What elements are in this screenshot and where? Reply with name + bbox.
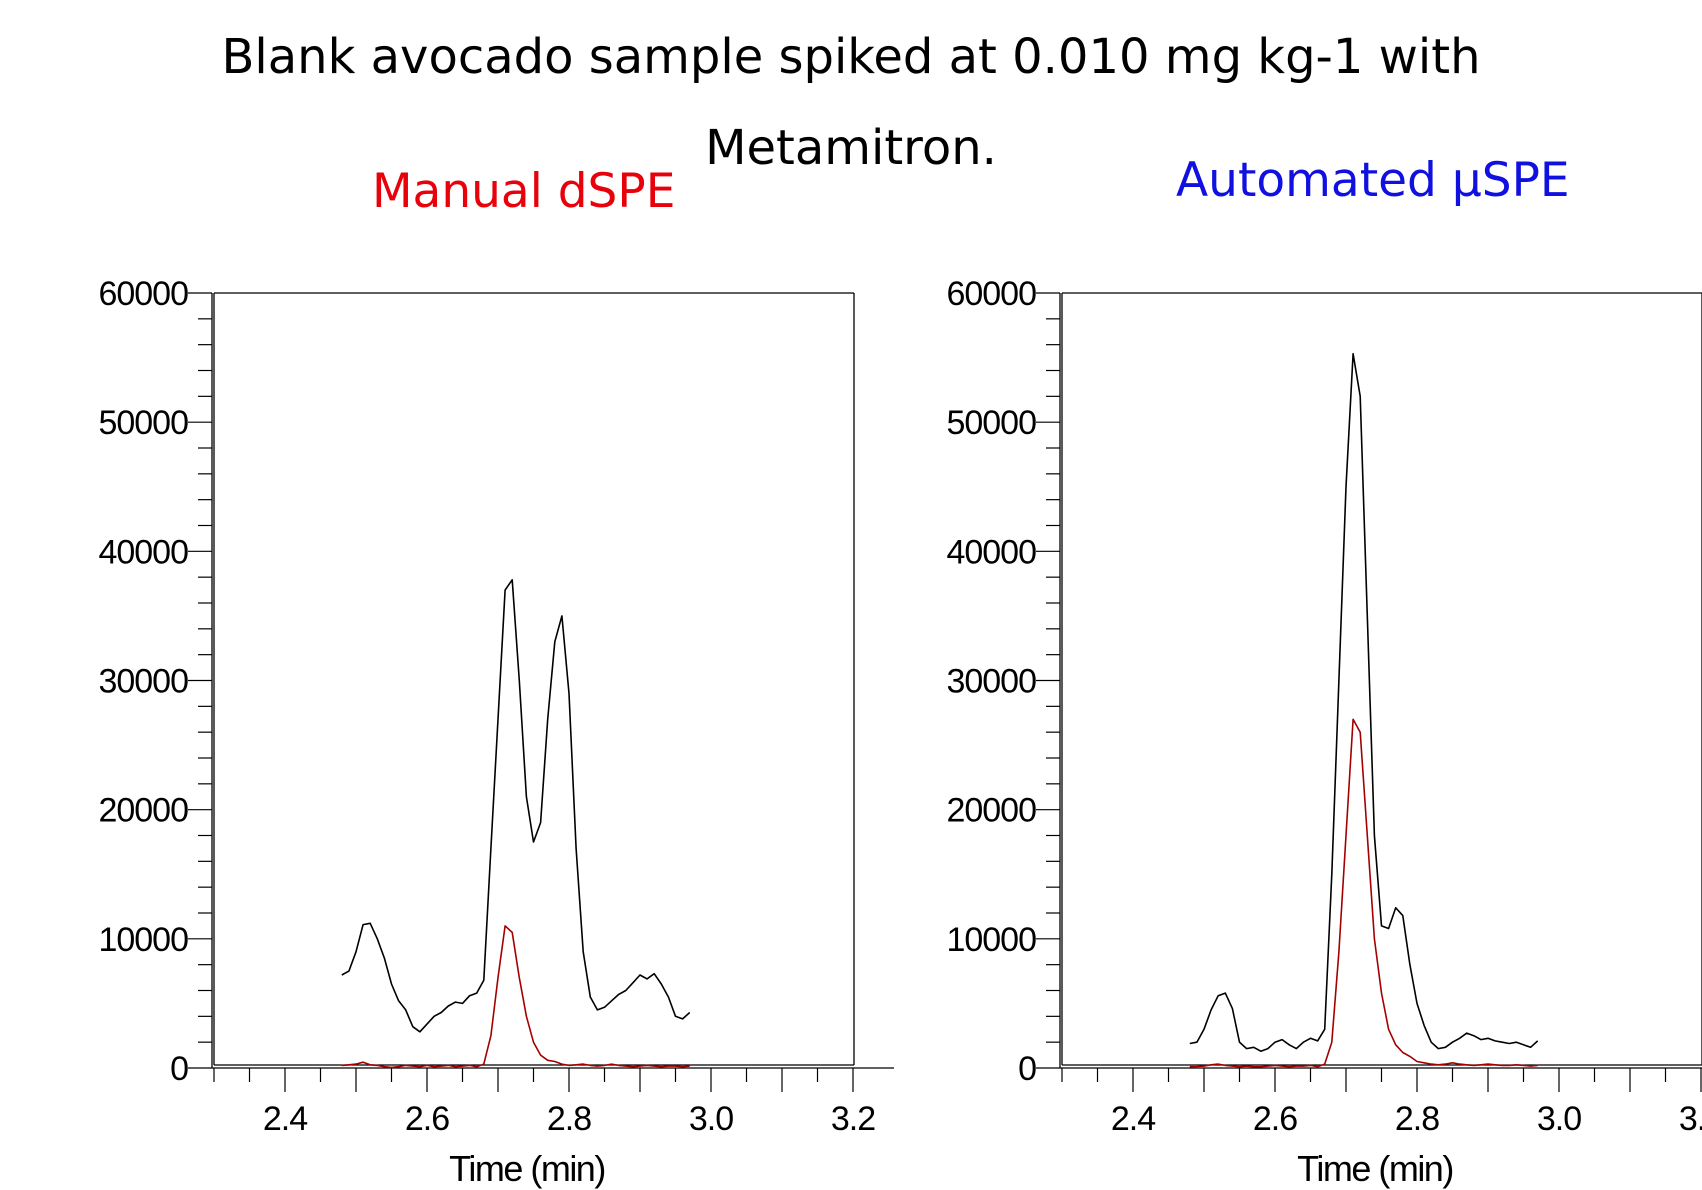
x-tick-label: 2.4 xyxy=(263,1100,307,1138)
x-axis-title: Time (min) xyxy=(1297,1148,1453,1189)
y-tick-label: 50000 xyxy=(98,404,188,442)
chart-automated: 0 10000 20000 30000 40000 50000 60000 2.4 2.6 2.8… xyxy=(946,275,1702,1189)
y-tick-label: 10000 xyxy=(946,921,1036,959)
y-tick-label: 30000 xyxy=(946,663,1036,701)
figure-title-line-2: Metamitron. xyxy=(705,120,997,176)
y-tick-label: 20000 xyxy=(946,792,1036,830)
panel-title-automated: Automated μSPE xyxy=(1176,153,1570,208)
trace-red xyxy=(341,925,690,1069)
x-tick-label: 2.8 xyxy=(1395,1100,1439,1138)
x-tick-label: 3.0 xyxy=(689,1100,733,1138)
chart-manual: 0 10000 20000 30000 40000 50000 60000 2.4 2.6 2.8… xyxy=(98,275,894,1189)
trace-black xyxy=(341,578,691,1033)
y-tick-label: 60000 xyxy=(946,275,1036,313)
y-tick-label: 40000 xyxy=(98,533,188,571)
trace-red xyxy=(1189,718,1538,1068)
x-tick-label: 2.6 xyxy=(1253,1100,1297,1138)
y-tick-label: 20000 xyxy=(98,792,188,830)
y-tick-label: 10000 xyxy=(98,921,188,959)
panel-title-manual: Manual dSPE xyxy=(372,164,676,219)
x-tick-label: 2.6 xyxy=(405,1100,449,1138)
y-tick-label: 0 xyxy=(170,1050,188,1088)
y-tick-label: 40000 xyxy=(946,533,1036,571)
y-tick-label: 60000 xyxy=(98,275,188,313)
x-tick-label: 3.2 xyxy=(831,1100,875,1138)
x-tick-label: 3.2 xyxy=(1679,1100,1702,1138)
x-tick-label: 2.4 xyxy=(1111,1100,1155,1138)
x-tick-label: 3.0 xyxy=(1537,1100,1581,1138)
x-axis-title: Time (min) xyxy=(449,1148,605,1189)
y-tick-label: 50000 xyxy=(946,404,1036,442)
y-tick-label: 0 xyxy=(1018,1050,1036,1088)
figure-title-line-1: Blank avocado sample spiked at 0.010 mg … xyxy=(221,29,1481,85)
x-tick-label: 2.8 xyxy=(547,1100,591,1138)
y-tick-label: 30000 xyxy=(98,663,188,701)
trace-black xyxy=(1189,352,1539,1052)
